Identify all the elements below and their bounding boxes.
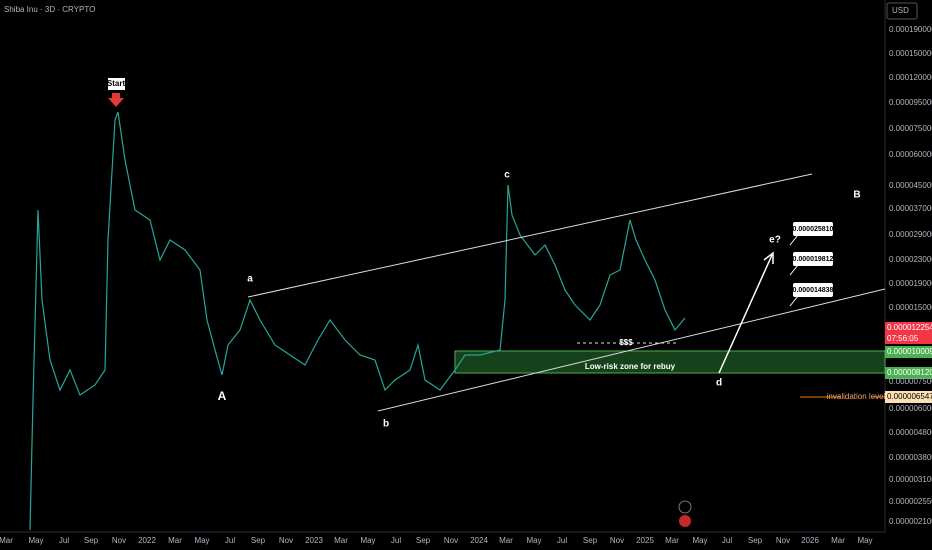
time-label: Sep <box>84 536 99 545</box>
price-label: 0.000023000 <box>889 255 932 264</box>
target-price: 0.000014838 <box>793 287 834 294</box>
time-label: Nov <box>776 536 790 545</box>
zone-label: Low-risk zone for rebuy <box>585 362 676 371</box>
time-label: May <box>360 536 375 545</box>
price-label: 0.000002100 <box>889 517 932 526</box>
wave-label: a <box>247 274 253 285</box>
price-label: 0.000060000 <box>889 150 932 159</box>
invalidation-price: 0.000006547 <box>887 392 932 401</box>
currency[interactable]: USD <box>892 6 909 15</box>
time-label: Mar <box>168 536 182 545</box>
price-label: 0.000045000 <box>889 181 932 190</box>
price-label: 0.000003800 <box>889 453 932 462</box>
zone-top-box <box>885 346 932 358</box>
target-price: 0.000019812 <box>793 256 834 263</box>
time-label: Nov <box>444 536 458 545</box>
wave-label: d <box>716 378 722 389</box>
time-label: Sep <box>748 536 763 545</box>
time-label: Mar <box>334 536 348 545</box>
time-label: May <box>194 536 209 545</box>
time-label: Mar <box>499 536 513 545</box>
upper-trendline <box>247 173 813 298</box>
price-label: 0.000037000 <box>889 204 932 213</box>
current-price-box <box>885 322 932 344</box>
price-label: 0.000002550 <box>889 497 932 506</box>
symbol-title: Shiba Inu · 3D · CRYPTO <box>4 5 95 14</box>
target-pointer <box>789 264 799 276</box>
currency-box[interactable] <box>886 2 918 20</box>
price-label: 0.000120000 <box>889 73 932 82</box>
time-label: Sep <box>416 536 431 545</box>
current-price: 0.000012254 <box>887 323 932 332</box>
target-box <box>793 283 833 297</box>
time-label: May <box>526 536 541 545</box>
time-label: Nov <box>279 536 293 545</box>
price-label: 0.000075000 <box>889 124 932 133</box>
time-label: Jul <box>391 536 401 545</box>
time-label: 2024 <box>470 536 488 545</box>
time-label: Nov <box>610 536 624 545</box>
target-box <box>793 252 833 266</box>
invalidation-box <box>885 391 932 403</box>
time-label: Sep <box>251 536 266 545</box>
time-label: Mar <box>0 536 13 545</box>
time-label: Jul <box>225 536 235 545</box>
target-price: 0.000025810 <box>793 226 834 233</box>
zone-top-price: 0.000010009 <box>887 347 932 356</box>
lower-trendline <box>377 288 886 412</box>
time-label: May <box>692 536 707 545</box>
time-label: 2025 <box>636 536 654 545</box>
time-label: Jul <box>557 536 567 545</box>
wave-label: A <box>218 389 227 403</box>
price-label: 0.000029000 <box>889 230 932 239</box>
wave-label: c <box>504 170 510 181</box>
wave-label: b <box>383 419 389 430</box>
time-label: 2023 <box>305 536 323 545</box>
wave-label: e? <box>769 235 781 246</box>
price-label: 0.000007500 <box>889 377 932 386</box>
zone-bottom-price: 0.000008120 <box>887 368 932 377</box>
time-label: Sep <box>583 536 598 545</box>
start-box <box>108 78 125 90</box>
liquidity-label: $$$ <box>619 338 633 347</box>
price-label: 0.000004800 <box>889 428 932 437</box>
event-icon[interactable] <box>678 500 692 514</box>
start-arrow <box>108 93 124 107</box>
rebuy-zone <box>454 350 886 374</box>
zone-bottom-box <box>885 367 932 379</box>
time-label: Mar <box>665 536 679 545</box>
price-label: 0.000003100 <box>889 475 932 484</box>
price-label: 0.000190000 <box>889 25 932 34</box>
time-label: 2022 <box>138 536 156 545</box>
time-label: Jul <box>59 536 69 545</box>
time-label: Nov <box>112 536 126 545</box>
price-label: 0.000095000 <box>889 98 932 107</box>
wave-label: B <box>853 190 860 201</box>
time-label: 2026 <box>801 536 819 545</box>
time-label: May <box>28 536 43 545</box>
price-label: 0.000015000 <box>889 303 932 312</box>
time-label: Jul <box>722 536 732 545</box>
invalidation-label: invalidation level <box>827 392 886 401</box>
event-icon[interactable] <box>679 515 691 527</box>
target-box <box>793 222 833 236</box>
time-label: Mar <box>831 536 845 545</box>
time-label: May <box>857 536 872 545</box>
arrow-head <box>763 251 774 264</box>
projection-arrow <box>718 254 773 374</box>
countdown: 07:56:05 <box>887 334 919 343</box>
price-label: 0.000019000 <box>889 279 932 288</box>
price-line <box>29 111 686 531</box>
start-label: Start <box>107 79 126 88</box>
price-label: 0.000006000 <box>889 404 932 413</box>
target-pointer <box>789 234 799 246</box>
price-label: 0.000150000 <box>889 49 932 58</box>
target-pointer <box>789 295 799 307</box>
